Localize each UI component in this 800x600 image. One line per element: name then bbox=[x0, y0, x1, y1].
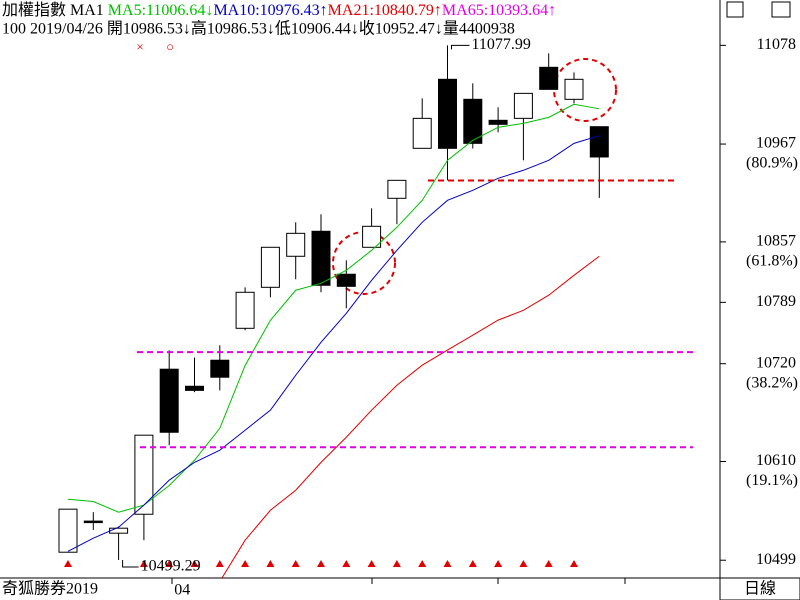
signal-triangle bbox=[519, 560, 528, 567]
retracement-label: (19.1%) bbox=[746, 472, 798, 489]
candle-body bbox=[83, 520, 103, 524]
signal-triangle bbox=[392, 560, 401, 567]
ma-line bbox=[67, 135, 600, 552]
candle-body bbox=[286, 232, 306, 257]
signal-triangle bbox=[241, 560, 250, 567]
signal-triangle bbox=[468, 560, 477, 567]
candle-body bbox=[488, 119, 508, 125]
candle-body bbox=[513, 92, 533, 119]
period: 日線 bbox=[744, 580, 776, 598]
candle-body bbox=[463, 98, 483, 144]
candle-body bbox=[159, 368, 179, 433]
y-tick-label: 10857 bbox=[756, 233, 796, 250]
x-tick-label: 04 bbox=[174, 582, 190, 599]
signal-triangle bbox=[570, 560, 578, 567]
candle-body bbox=[109, 527, 129, 534]
y-tick-label: 10720 bbox=[756, 354, 796, 371]
candle-body bbox=[539, 66, 559, 90]
y-tick-label: 10610 bbox=[756, 452, 796, 469]
candle-body bbox=[564, 78, 584, 100]
window-button[interactable] bbox=[726, 1, 744, 18]
period-box bbox=[719, 577, 800, 600]
retracement-label: (38.2%) bbox=[746, 374, 798, 391]
legend-entry: MA5:11006.64↓ bbox=[108, 2, 214, 19]
signal-triangle bbox=[165, 560, 174, 567]
signal-marker: ○ bbox=[166, 39, 174, 54]
ma-line bbox=[221, 255, 600, 578]
legend-entry: MA65:10393.64↑ bbox=[442, 2, 556, 19]
candle-body bbox=[438, 78, 457, 149]
high-label: 11077.99 bbox=[472, 36, 531, 53]
header-title: 加權指數 MA1 bbox=[2, 1, 104, 19]
signal-triangle bbox=[291, 560, 300, 567]
ma-line bbox=[67, 103, 600, 513]
candle-body bbox=[336, 273, 356, 287]
y-tick-label: 10967 bbox=[756, 135, 796, 152]
signal-triangle bbox=[317, 560, 325, 567]
candle-body bbox=[589, 126, 609, 158]
signal-triangle bbox=[443, 560, 452, 567]
signal-triangle bbox=[418, 560, 427, 567]
retracement-label: (80.9%) bbox=[746, 155, 798, 172]
candle-body bbox=[412, 117, 432, 149]
candle-body bbox=[210, 359, 230, 378]
signal-triangle bbox=[139, 560, 148, 567]
window-button[interactable] bbox=[771, 1, 791, 18]
annotation-line bbox=[122, 559, 139, 568]
signal-triangle bbox=[190, 560, 199, 567]
low-label: 10499.29 bbox=[141, 558, 201, 575]
signal-triangle bbox=[367, 560, 376, 567]
candle-body bbox=[134, 434, 154, 515]
annotation-line bbox=[451, 44, 470, 50]
signal-triangle bbox=[544, 560, 553, 567]
candle-body bbox=[387, 179, 407, 199]
candle-body bbox=[185, 385, 204, 391]
candle-body bbox=[235, 291, 255, 329]
signal-triangle bbox=[215, 560, 224, 567]
y-tick-label: 11078 bbox=[757, 36, 796, 53]
retracement-label: (61.8%) bbox=[746, 253, 798, 270]
signal-triangle bbox=[266, 560, 275, 567]
signal-triangle bbox=[494, 560, 503, 567]
candle-body bbox=[58, 508, 78, 553]
signal-triangle bbox=[64, 560, 72, 567]
footer: 奇狐勝券2019 bbox=[2, 580, 98, 598]
legend-entry: MA10:10976.43↑ bbox=[213, 2, 327, 19]
signal-marker: × bbox=[136, 39, 143, 54]
candle-body bbox=[362, 225, 382, 248]
y-tick-label: 10789 bbox=[756, 293, 796, 310]
legend-entry: MA21:10840.79↑ bbox=[328, 2, 442, 19]
candle-body bbox=[260, 246, 280, 288]
info-line: 100 2019/04/26 開10986.53↓高10986.53↓低1090… bbox=[2, 20, 515, 38]
plot-area bbox=[58, 45, 609, 578]
header-line: 加權指數 MA1 MA5:11006.64↓MA10:10976.43↑MA21… bbox=[2, 1, 556, 19]
candle-body bbox=[311, 230, 331, 286]
signal-triangle bbox=[342, 560, 351, 567]
y-tick-label: 10499 bbox=[756, 551, 796, 568]
highlight-circle bbox=[553, 58, 617, 122]
